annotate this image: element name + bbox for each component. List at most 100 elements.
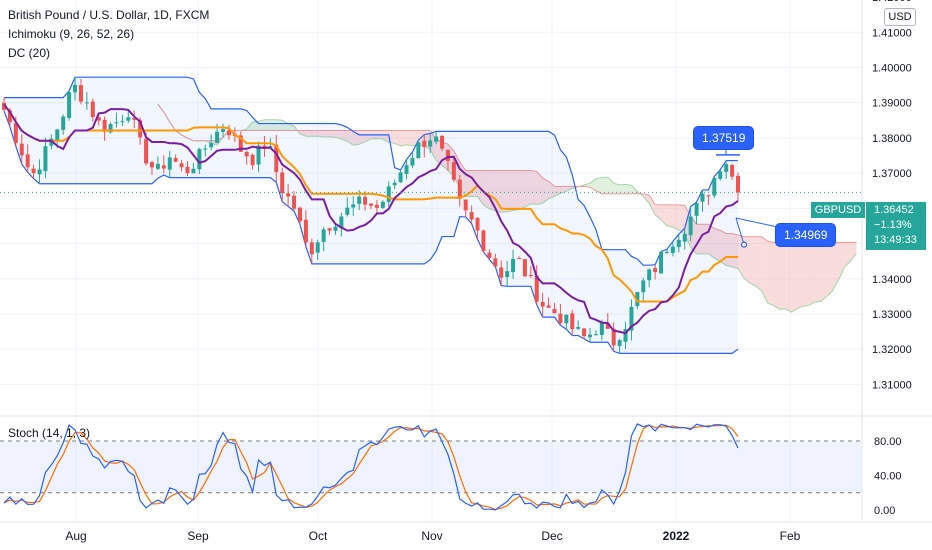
candle-body — [327, 228, 332, 231]
price-tick-label: 1.32000 — [872, 344, 912, 356]
candle-body — [197, 149, 202, 170]
price-tick-label: 1.33000 — [872, 309, 912, 321]
time-tick-label: Oct — [309, 529, 328, 543]
candle-body — [380, 201, 385, 208]
target-callout-leader — [735, 217, 783, 229]
price-tick-label: 1.31000 — [872, 379, 912, 391]
candle-body — [144, 138, 149, 164]
currency-selector[interactable]: USD — [884, 8, 916, 26]
candle-body — [641, 280, 646, 293]
price-tick-label: 1.38000 — [872, 133, 912, 145]
stoch-legend[interactable]: Stoch (14, 1, 3) — [8, 426, 91, 440]
cloud-segment — [761, 236, 768, 304]
cloud-segment — [347, 130, 354, 146]
cloud-segment — [288, 123, 295, 131]
cloud-segment — [613, 183, 620, 194]
candle-body — [605, 323, 610, 329]
candle-body — [250, 154, 255, 166]
candle-body — [570, 313, 575, 330]
cloud-segment — [814, 242, 821, 302]
cloud-segment — [400, 130, 407, 147]
candle-body — [505, 271, 510, 278]
cloud-segment — [773, 242, 780, 310]
candle-body — [345, 207, 350, 215]
cloud-segment — [820, 242, 827, 302]
candle-body — [706, 195, 711, 197]
cloud-segment — [844, 242, 851, 268]
candle-body — [410, 158, 415, 166]
candle-body — [611, 328, 616, 346]
candle-body — [451, 162, 456, 180]
time-tick-label: Aug — [65, 529, 86, 543]
candle-body — [357, 196, 362, 204]
cloud-segment — [442, 141, 448, 171]
candle-body — [588, 334, 593, 338]
cloud-segment — [779, 242, 786, 310]
candle-body — [457, 179, 462, 199]
candle-body — [688, 216, 693, 236]
cloud-segment — [649, 195, 656, 215]
stoch-tick-label: 80.00 — [874, 436, 902, 448]
candle-body — [664, 251, 669, 253]
cloud-segment — [708, 224, 715, 258]
cloud-segment — [714, 228, 721, 262]
candle-body — [138, 120, 143, 138]
stoch-k-line — [3, 423, 739, 511]
current-price-value: 1.36452 — [874, 204, 914, 216]
cloud-segment — [359, 130, 366, 145]
candle-body — [724, 164, 729, 172]
cloud-segment — [536, 171, 543, 205]
donchian-legend[interactable]: DC (20) — [8, 46, 51, 60]
candle-body — [469, 212, 474, 220]
stoch-band — [0, 441, 862, 493]
candle-body — [564, 314, 569, 324]
candle-body — [736, 175, 740, 193]
candle-body — [475, 217, 480, 231]
cloud-segment — [501, 170, 508, 213]
candle-body — [114, 122, 119, 124]
cloud-segment — [850, 242, 857, 262]
candle-body — [19, 143, 24, 156]
candle-body — [582, 328, 587, 337]
candle-body — [659, 252, 664, 274]
kijun-sen-line — [3, 103, 738, 303]
high-price-callout[interactable]: 1.37519 — [694, 127, 754, 149]
cloud-segment — [785, 242, 792, 313]
candle-body — [297, 207, 302, 222]
candle-body — [108, 123, 113, 133]
candle-body — [635, 292, 640, 307]
cloud-segment — [625, 184, 632, 194]
senkou-span-a — [157, 103, 857, 313]
cloud-segment — [542, 178, 549, 204]
ichimoku-legend[interactable]: Ichimoku (9, 26, 52, 26) — [8, 27, 135, 41]
candle-body — [463, 199, 468, 211]
candle-body — [102, 119, 107, 132]
cloud-segment — [720, 230, 727, 266]
bar-countdown: 13:49:33 — [874, 234, 917, 246]
candle-body — [511, 258, 516, 273]
candle-body — [428, 140, 433, 147]
candle-body — [540, 301, 545, 307]
candle-body — [682, 233, 687, 242]
indicator-lines — [0, 103, 862, 335]
candle-body — [185, 166, 190, 174]
candle-body — [434, 136, 439, 142]
candle-body — [179, 163, 184, 168]
candle-body — [481, 230, 486, 251]
candle-body — [528, 274, 533, 277]
candle-body — [593, 334, 598, 336]
candle-body — [440, 135, 445, 149]
candle-body — [37, 169, 42, 175]
candle-body — [623, 329, 628, 342]
donchian-channel — [3, 76, 739, 355]
candle-body — [694, 202, 699, 216]
candle-body — [309, 242, 314, 255]
target-price-callout[interactable]: 1.34969 — [776, 224, 836, 246]
target-trend-line — [735, 217, 745, 245]
cloud-segment — [803, 242, 810, 307]
candle-body — [161, 165, 166, 169]
candle-body — [96, 117, 101, 121]
candle-body — [2, 102, 6, 110]
current-price-box: 1.36452 −1.13% 13:49:33 — [866, 202, 926, 250]
